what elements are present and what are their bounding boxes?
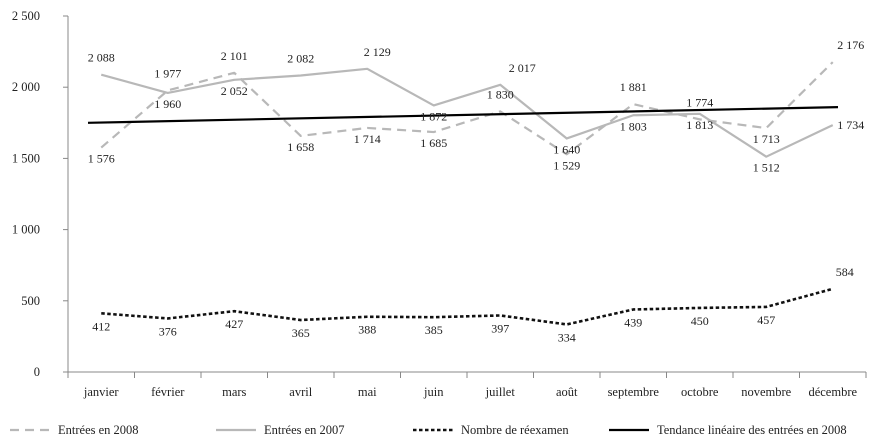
data-label: 2 129: [364, 45, 391, 59]
data-label: 1 803: [620, 119, 647, 133]
series-line-3: [87, 106, 839, 124]
data-label: 1 813: [686, 118, 713, 132]
y-tick-label: 500: [21, 294, 40, 308]
legend-label: Entrées en 2008: [58, 423, 139, 437]
data-label: 1 512: [753, 161, 780, 175]
data-label: 1 714: [354, 132, 381, 146]
y-tick-label: 2 000: [12, 80, 40, 94]
legend-label: Nombre de réexamen: [461, 423, 569, 437]
legend-label: Entrées en 2007: [264, 423, 345, 437]
x-tick-label: avril: [289, 385, 312, 399]
data-label: 1 872: [420, 109, 447, 123]
data-label: 2 052: [221, 84, 248, 98]
data-label: 2 176: [837, 38, 864, 52]
data-label: 397: [491, 321, 509, 335]
x-tick-label: décembre: [808, 385, 857, 399]
x-tick-label: juin: [423, 385, 444, 399]
data-label: 412: [92, 319, 110, 333]
data-label: 334: [558, 330, 576, 344]
x-tick-label: mars: [222, 385, 246, 399]
data-label: 365: [292, 326, 310, 340]
series-line-1: [100, 67, 834, 158]
y-tick-label: 1 000: [12, 223, 40, 237]
data-label: 376: [159, 324, 177, 338]
data-label: 427: [225, 317, 243, 331]
series-line-2: [101, 287, 834, 326]
chart-series: [87, 61, 839, 326]
data-label: 1 977: [154, 66, 181, 80]
data-label: 1 774: [686, 95, 713, 109]
data-label: 2 101: [221, 49, 248, 63]
y-tick-label: 2 500: [12, 9, 40, 23]
data-label: 1 713: [753, 132, 780, 146]
x-tick-label: janvier: [83, 385, 120, 399]
chart-axes: 0 500 1 000 1 500 2 000 2 500 janvier février ma…: [12, 9, 867, 399]
data-label: 2 017: [509, 61, 536, 75]
y-tick-label: 1 500: [12, 151, 40, 165]
x-tick-label: juillet: [485, 385, 516, 399]
chart-legend: Entrées en 2008 Entrées en 2007 Nombre de …: [10, 423, 847, 437]
data-label: 2 088: [88, 51, 115, 65]
y-tick-label: 0: [34, 365, 40, 379]
x-tick-label: octobre: [681, 385, 719, 399]
data-label: 1 734: [837, 118, 864, 132]
data-label: 1 658: [287, 140, 314, 154]
data-label: 457: [757, 313, 775, 327]
chart-data-labels: 1 576 1 977 2 101 1 658 1 714 1 685 1 830 1 529…: [88, 38, 865, 344]
data-label: 1 685: [420, 136, 447, 150]
x-tick-label: février: [151, 385, 185, 399]
legend-label: Tendance linéaire des entrées en 2008: [657, 423, 847, 437]
data-label: 1 576: [88, 152, 115, 166]
data-label: 1 881: [620, 80, 647, 94]
data-label: 1 960: [154, 97, 181, 111]
series-line-0: [100, 61, 834, 156]
x-tick-label: septembre: [608, 385, 660, 399]
data-label: 439: [624, 315, 642, 329]
x-tick-label: novembre: [741, 385, 791, 399]
data-label: 584: [836, 265, 854, 279]
data-label: 1 529: [553, 158, 580, 172]
data-label: 1 640: [553, 142, 580, 156]
data-label: 2 082: [287, 52, 314, 66]
data-label: 450: [691, 314, 709, 328]
data-label: 1 830: [487, 87, 514, 101]
data-label: 388: [358, 323, 376, 337]
x-tick-label: août: [556, 385, 578, 399]
x-tick-label: mai: [358, 385, 377, 399]
data-label: 385: [425, 323, 443, 337]
